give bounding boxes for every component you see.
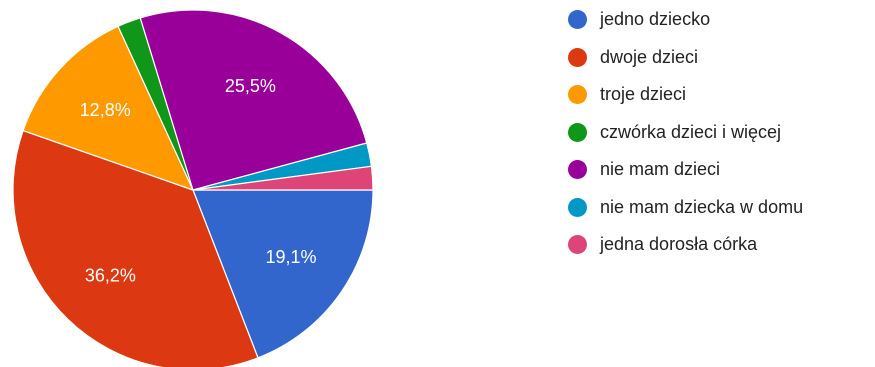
legend-swatch — [568, 197, 587, 217]
pie-slice[interactable] — [12, 129, 259, 367]
legend-swatch — [568, 10, 587, 30]
legend-label: jedna dorosła córka — [600, 234, 758, 255]
slice-value-label: 25,5% — [225, 76, 276, 96]
legend: jedno dziecko dwoje dzieci troje dzieci … — [568, 7, 803, 270]
legend-swatch — [568, 160, 587, 180]
legend-item[interactable]: nie mam dziecka w domu — [568, 195, 803, 221]
pie-slice[interactable] — [192, 165, 374, 191]
legend-swatch — [568, 47, 587, 67]
legend-swatch — [568, 122, 587, 142]
legend-item[interactable]: czwórka dzieci i więcej — [568, 120, 803, 146]
legend-swatch — [568, 85, 587, 105]
pie-slice[interactable] — [22, 25, 195, 192]
legend-item[interactable]: jedna dorosła córka — [568, 232, 803, 258]
pie-value-labels: 19,1% 36,2% 12,8% 25,5% — [80, 76, 317, 285]
legend-item[interactable]: jedno dziecko — [568, 7, 803, 33]
legend-label: troje dzieci — [600, 84, 687, 105]
legend-item[interactable]: nie mam dzieci — [568, 157, 803, 183]
legend-label: czwórka dzieci i więcej — [600, 121, 782, 142]
legend-label: jedno dziecko — [600, 9, 711, 30]
slice-value-label: 12,8% — [80, 100, 131, 120]
legend-item[interactable]: dwoje dzieci — [568, 45, 803, 71]
legend-label: nie mam dziecka w domu — [600, 196, 804, 217]
pie-chart: 19,1% 36,2% 12,8% 25,5% — [12, 9, 374, 367]
slice-value-label: 36,2% — [85, 265, 136, 285]
legend-label: nie mam dzieci — [600, 159, 721, 180]
pie-slices — [12, 9, 374, 367]
legend-swatch — [568, 235, 587, 255]
legend-item[interactable]: troje dzieci — [568, 82, 803, 108]
legend-label: dwoje dzieci — [600, 46, 699, 67]
pie-slice[interactable] — [139, 9, 368, 191]
pie-slice[interactable] — [192, 189, 374, 359]
slice-value-label: 19,1% — [265, 247, 316, 267]
